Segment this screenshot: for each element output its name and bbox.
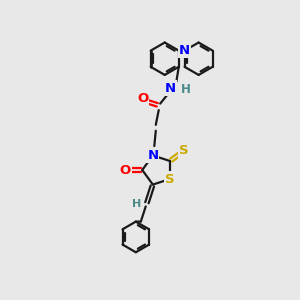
Text: H: H bbox=[181, 83, 191, 96]
Text: O: O bbox=[120, 164, 131, 176]
Text: S: S bbox=[179, 145, 189, 158]
Text: N: N bbox=[179, 44, 190, 56]
Text: S: S bbox=[165, 172, 175, 185]
Text: H: H bbox=[132, 199, 142, 208]
Text: N: N bbox=[147, 149, 158, 162]
Text: O: O bbox=[137, 92, 148, 105]
Text: N: N bbox=[164, 82, 175, 94]
